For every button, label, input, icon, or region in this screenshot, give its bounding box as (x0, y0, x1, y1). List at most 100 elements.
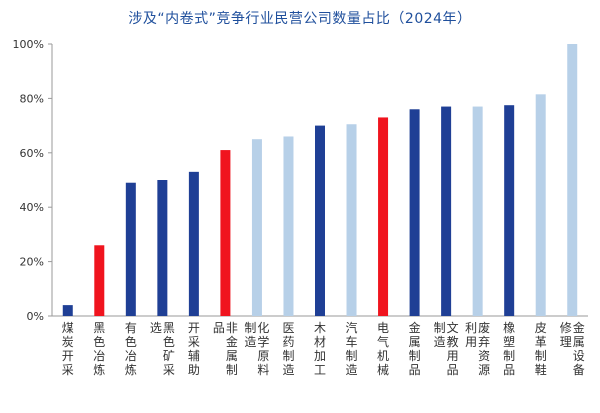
svg-text:备: 备 (573, 363, 585, 377)
svg-text:理: 理 (560, 335, 572, 349)
svg-text:工: 工 (314, 363, 326, 377)
bar (157, 180, 168, 316)
svg-text:文: 文 (447, 320, 459, 335)
svg-text:资: 资 (478, 349, 490, 363)
svg-text:废: 废 (478, 320, 490, 335)
svg-text:皮: 皮 (535, 321, 547, 335)
svg-text:采: 采 (62, 363, 74, 377)
bar (283, 136, 294, 316)
svg-text:品: 品 (409, 363, 421, 377)
svg-text:有: 有 (125, 321, 137, 335)
svg-text:造: 造 (434, 335, 446, 349)
svg-text:鞋: 鞋 (535, 362, 547, 377)
svg-text:冶: 冶 (93, 349, 105, 363)
svg-text:造: 造 (244, 335, 256, 349)
svg-text:制: 制 (226, 363, 238, 377)
svg-text:开: 开 (62, 349, 74, 363)
svg-text:气: 气 (377, 334, 389, 349)
svg-text:电: 电 (377, 321, 389, 335)
bar (535, 94, 546, 316)
svg-text:药: 药 (282, 335, 294, 349)
svg-text:金: 金 (226, 334, 238, 349)
svg-text:教: 教 (447, 334, 459, 349)
y-tick-label: 20% (20, 256, 44, 269)
svg-text:品: 品 (447, 363, 459, 377)
bar (220, 150, 231, 316)
svg-text:木: 木 (314, 321, 326, 335)
svg-text:助: 助 (188, 363, 200, 377)
svg-text:制: 制 (244, 321, 256, 335)
svg-text:弃: 弃 (478, 334, 490, 349)
chart-title: 涉及“内卷式”竞争行业民营公司数量占比（2024年） (128, 11, 472, 27)
svg-text:黑: 黑 (163, 321, 175, 335)
bar (94, 245, 105, 316)
svg-text:造: 造 (282, 363, 294, 377)
svg-text:色: 色 (163, 335, 175, 349)
svg-text:金: 金 (573, 320, 585, 335)
svg-text:炼: 炼 (125, 362, 137, 377)
bar (441, 106, 452, 316)
svg-text:制: 制 (503, 349, 515, 363)
svg-text:采: 采 (188, 335, 200, 349)
svg-text:利: 利 (465, 321, 477, 335)
svg-text:辅: 辅 (188, 349, 200, 363)
svg-text:制: 制 (282, 349, 294, 363)
bar (378, 117, 389, 316)
svg-text:橡: 橡 (503, 321, 515, 335)
svg-text:炼: 炼 (93, 362, 105, 377)
svg-text:黑: 黑 (93, 321, 105, 335)
svg-text:源: 源 (478, 363, 490, 377)
svg-text:革: 革 (535, 335, 547, 349)
svg-text:制: 制 (409, 349, 421, 363)
svg-text:炭: 炭 (62, 335, 74, 349)
svg-text:加: 加 (314, 349, 326, 363)
svg-text:采: 采 (163, 363, 175, 377)
svg-text:修: 修 (560, 320, 572, 335)
svg-text:设: 设 (573, 349, 585, 363)
svg-text:械: 械 (377, 362, 389, 377)
y-tick-label: 60% (20, 147, 44, 160)
svg-text:塑: 塑 (503, 334, 515, 349)
svg-text:金: 金 (409, 320, 421, 335)
svg-text:原: 原 (257, 349, 269, 363)
bar (62, 305, 73, 316)
svg-text:医: 医 (282, 321, 294, 335)
svg-text:属: 属 (409, 335, 421, 349)
svg-text:造: 造 (346, 363, 358, 377)
svg-text:用: 用 (465, 335, 477, 349)
svg-text:车: 车 (346, 334, 358, 349)
svg-text:属: 属 (573, 335, 585, 349)
bar (504, 105, 515, 316)
svg-text:色: 色 (93, 335, 105, 349)
svg-text:品: 品 (503, 363, 515, 377)
svg-text:开: 开 (188, 321, 200, 335)
bar (472, 106, 483, 316)
bar (567, 44, 578, 316)
svg-text:化: 化 (257, 321, 269, 335)
svg-text:色: 色 (125, 335, 137, 349)
y-tick-label: 100% (13, 38, 44, 51)
svg-text:非: 非 (226, 321, 238, 335)
svg-text:制: 制 (346, 349, 358, 363)
svg-text:品: 品 (213, 321, 225, 335)
svg-text:用: 用 (447, 349, 459, 363)
svg-text:汽: 汽 (346, 320, 358, 335)
bar (315, 125, 325, 316)
bar (346, 124, 357, 317)
bar (409, 109, 420, 316)
svg-text:机: 机 (377, 349, 389, 363)
